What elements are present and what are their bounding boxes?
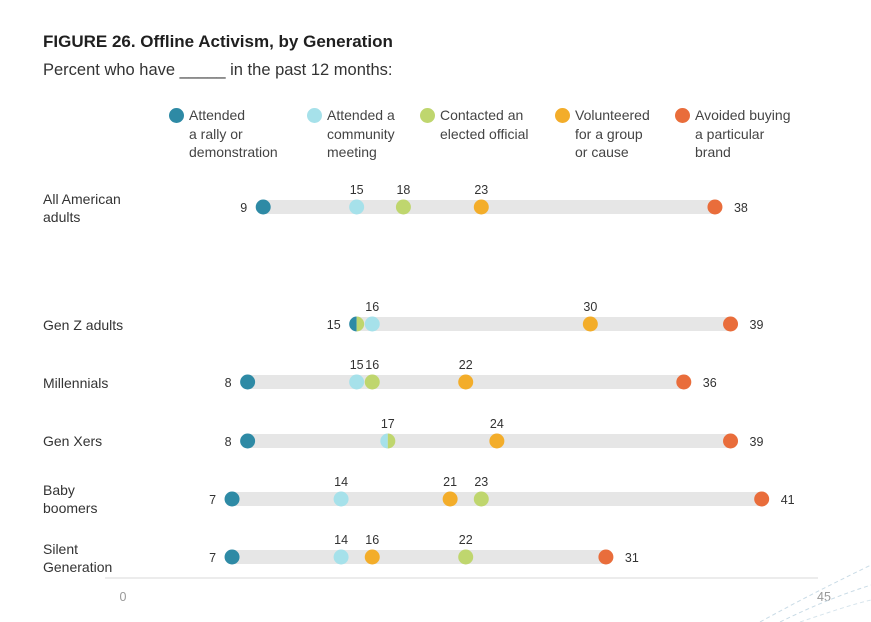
data-label: 15 (327, 318, 341, 332)
data-point (380, 433, 388, 449)
data-label: 14 (334, 533, 348, 547)
data-point (598, 549, 614, 565)
data-point (349, 199, 365, 215)
data-label: 23 (474, 183, 488, 197)
data-label: 7 (209, 551, 216, 565)
data-point (395, 199, 411, 215)
data-point (489, 433, 505, 449)
data-label: 9 (240, 201, 247, 215)
row-label-gen-z: Gen Z adults (43, 317, 124, 333)
row-label-silent-generation: Silent Generation (43, 541, 113, 575)
row-label-all-adults: All American adults (43, 191, 121, 225)
row-label-millennials: Millennials (43, 375, 109, 391)
data-label: 7 (209, 493, 216, 507)
data-point (349, 316, 357, 332)
x-tick-label: 45 (817, 590, 831, 604)
row-label-baby-boomers: Baby boomers (43, 482, 98, 516)
data-label: 23 (474, 475, 488, 489)
data-label: 39 (750, 435, 764, 449)
data-point (442, 491, 458, 507)
data-point (723, 316, 739, 332)
data-label: 16 (365, 533, 379, 547)
data-point (473, 491, 489, 507)
data-label: 15 (350, 358, 364, 372)
legend-dot-icon (420, 108, 435, 123)
data-point (364, 316, 380, 332)
data-label: 36 (703, 376, 717, 390)
legend-dot-icon (169, 108, 184, 123)
data-label: 18 (396, 183, 410, 197)
data-point (356, 316, 365, 332)
data-label: 16 (365, 300, 379, 314)
legend-dot-icon (675, 108, 690, 123)
data-point (458, 374, 474, 390)
data-point (387, 433, 396, 449)
data-point (473, 199, 489, 215)
legend-label-rally: Attended a rally or demonstration (189, 107, 278, 160)
data-label: 14 (334, 475, 348, 489)
chart-title: FIGURE 26. Offline Activism, by Generati… (43, 32, 393, 51)
data-point (707, 199, 723, 215)
data-point (255, 199, 271, 215)
data-label: 16 (365, 358, 379, 372)
data-label: 38 (734, 201, 748, 215)
data-label: 8 (225, 435, 232, 449)
data-label: 8 (225, 376, 232, 390)
data-point (333, 491, 349, 507)
data-point (224, 549, 240, 565)
data-point (224, 491, 240, 507)
data-point (723, 433, 739, 449)
data-point (240, 374, 256, 390)
chart-subtitle: Percent who have _____ in the past 12 mo… (43, 61, 393, 79)
data-point (364, 549, 380, 565)
data-point (582, 316, 598, 332)
data-point (754, 491, 770, 507)
data-label: 21 (443, 475, 457, 489)
data-point (458, 549, 474, 565)
legend-dot-icon (307, 108, 322, 123)
data-point (240, 433, 256, 449)
data-label: 17 (381, 417, 395, 431)
legend-label-contacted-official: Contacted an elected official (440, 107, 529, 142)
data-label: 41 (781, 493, 795, 507)
data-point (333, 549, 349, 565)
data-label: 22 (459, 358, 473, 372)
data-point (364, 374, 380, 390)
data-label: 39 (750, 318, 764, 332)
legend-label-community-meeting: Attended a community meeting (327, 107, 395, 160)
legend-label-avoided-brand: Avoided buying a particular brand (695, 107, 791, 160)
data-label: 22 (459, 533, 473, 547)
data-label: 15 (350, 183, 364, 197)
data-label: 30 (583, 300, 597, 314)
row-label-gen-x: Gen Xers (43, 433, 103, 449)
data-point (676, 374, 692, 390)
data-label: 31 (625, 551, 639, 565)
legend-dot-icon (555, 108, 570, 123)
data-label: 24 (490, 417, 504, 431)
legend-label-volunteered: Volunteered for a group or cause (575, 107, 650, 160)
x-tick-label: 0 (120, 590, 127, 604)
data-point (349, 374, 365, 390)
